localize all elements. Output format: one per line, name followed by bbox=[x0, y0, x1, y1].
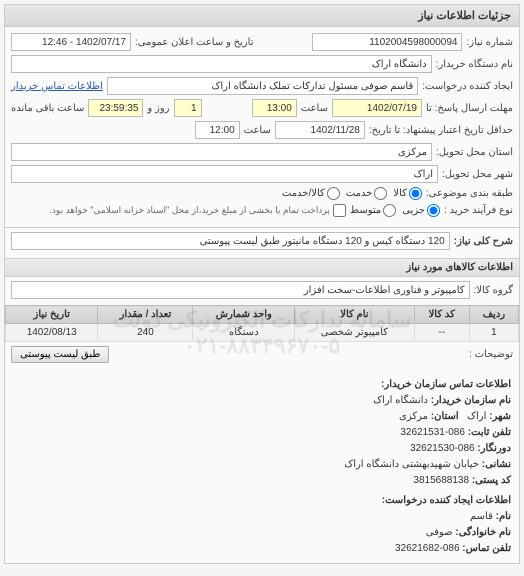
group-field: کامپیوتر و فناوری اطلاعات-سخت افزار bbox=[11, 281, 470, 299]
radio-goods-service-label[interactable]: کالا/خدمت bbox=[282, 187, 340, 200]
resp-date-field: 1402/07/19 bbox=[332, 99, 422, 117]
form-body: شماره نیاز: 1102004598000094 تاریخ و ساع… bbox=[5, 27, 519, 227]
td-name: کامپیوتر شخصی bbox=[295, 324, 414, 342]
radio-small-label[interactable]: جزیی bbox=[402, 204, 440, 217]
goods-table: ردیف کد کالا نام کالا واحد شمارش تعداد /… bbox=[5, 305, 519, 342]
phone1-label: تلفن ثابت: bbox=[468, 427, 511, 438]
panel-title: جزئیات اطلاعات نیاز bbox=[5, 5, 519, 27]
main-desc-label: شرح کلی نیاز: bbox=[454, 236, 513, 247]
lname-label: نام خانوادگی: bbox=[455, 527, 511, 538]
table-row: 1 -- کامپیوتر شخصی دستگاه 240 1402/08/13 bbox=[6, 324, 519, 342]
req-no-field: 1102004598000094 bbox=[312, 33, 462, 51]
td-row: 1 bbox=[469, 324, 518, 342]
city-label: شهر محل تحویل: bbox=[442, 169, 513, 180]
address: خیابان شهیدبهشتی دانشگاه اراک bbox=[344, 459, 479, 470]
proc-type-label: نوع فرآیند خرید : bbox=[444, 205, 513, 216]
resp-time-field: 13:00 bbox=[252, 99, 297, 117]
org-name: دانشگاه اراک bbox=[373, 395, 428, 406]
req-no-label: شماره نیاز: bbox=[466, 37, 513, 48]
contact-block: اطلاعات تماس سازمان خریدار: نام سازمان خ… bbox=[5, 367, 519, 563]
valid-label: حداقل تاریخ اعتبار پیشنهاد: تا تاریخ: bbox=[369, 125, 513, 136]
fname: قاسم bbox=[470, 511, 493, 522]
radio-service-label[interactable]: خدمت bbox=[346, 187, 388, 200]
remain-label: ساعت باقی مانده bbox=[11, 103, 84, 114]
time-label-1: ساعت bbox=[301, 103, 328, 114]
postal-label: کد پستی: bbox=[472, 475, 511, 486]
radio-medium-label[interactable]: متوسط bbox=[350, 204, 396, 217]
radio-goods-service[interactable] bbox=[327, 187, 340, 200]
phone1: 086-32621531 bbox=[400, 427, 465, 438]
td-qty: 240 bbox=[98, 324, 193, 342]
c-province-label: استان: bbox=[431, 411, 459, 422]
fax: 086-32621530 bbox=[410, 443, 475, 454]
proc-checkbox[interactable] bbox=[333, 204, 346, 217]
phone2-label: تلفن تماس: bbox=[462, 543, 511, 554]
province-field: مرکزی bbox=[11, 143, 432, 161]
lname: صوفی bbox=[426, 527, 453, 538]
radio-medium[interactable] bbox=[383, 204, 396, 217]
th-code: کد کالا bbox=[414, 306, 469, 324]
time-label-2: ساعت bbox=[244, 125, 271, 136]
th-name: نام کالا bbox=[295, 306, 414, 324]
ann-date-field: 1402/07/17 - 12:46 bbox=[11, 33, 131, 51]
creator-label: ایجاد کننده درخواست: bbox=[422, 81, 513, 92]
proc-checkbox-label[interactable]: پرداخت تمام یا بخشی از مبلغ خرید،از محل … bbox=[49, 204, 345, 217]
days-field: 1 bbox=[174, 99, 202, 117]
attachment-button[interactable]: طبق لیست پیوستی bbox=[11, 346, 109, 363]
th-date: تاریخ نیاز bbox=[6, 306, 98, 324]
th-row: ردیف bbox=[469, 306, 518, 324]
buyer-label: نام دستگاه خریدار: bbox=[436, 59, 513, 70]
resp-deadline-label: مهلت ارسال پاسخ: تا bbox=[426, 103, 513, 114]
address-label: نشانی: bbox=[482, 459, 511, 470]
td-code: -- bbox=[414, 324, 469, 342]
creator-field: قاسم صوفی مسئول تدارکات تملک دانشگاه ارا… bbox=[107, 77, 418, 95]
valid-time-field: 12:00 bbox=[195, 121, 240, 139]
info-panel: جزئیات اطلاعات نیاز شماره نیاز: 11020045… bbox=[4, 4, 520, 564]
fname-label: نام: bbox=[496, 511, 511, 522]
table-area: سامانه تدارکات الکترونیکی دولت ۰۲۱-۸۸۳۴۹… bbox=[5, 305, 519, 367]
proc-note: پرداخت تمام یا بخشی از مبلغ خرید،از محل … bbox=[49, 205, 329, 216]
c-city-label: شهر: bbox=[489, 411, 511, 422]
org-name-label: نام سازمان خریدار: bbox=[431, 395, 511, 406]
city-field: اراک bbox=[11, 165, 438, 183]
group-label: گروه کالا: bbox=[474, 285, 513, 296]
c-province: مرکزی bbox=[399, 411, 428, 422]
day-label: روز و bbox=[147, 103, 169, 114]
radio-goods[interactable] bbox=[409, 187, 422, 200]
valid-date-field: 1402/11/28 bbox=[275, 121, 365, 139]
table-header-row: ردیف کد کالا نام کالا واحد شمارش تعداد /… bbox=[6, 306, 519, 324]
subject-radio-group: کالا خدمت کالا/خدمت bbox=[282, 187, 422, 200]
creator-title: اطلاعات ایجاد کننده درخواست: bbox=[13, 493, 511, 509]
desc-label: توضیحات : bbox=[469, 349, 513, 360]
th-unit: واحد شمارش bbox=[193, 306, 295, 324]
fax-label: دورنگار: bbox=[477, 443, 511, 454]
proc-radio-group: جزیی متوسط bbox=[350, 204, 440, 217]
td-date: 1402/08/13 bbox=[6, 324, 98, 342]
c-city: اراک bbox=[467, 411, 486, 422]
radio-service[interactable] bbox=[374, 187, 387, 200]
goods-section-title: اطلاعات کالاهای مورد نیاز bbox=[5, 258, 519, 277]
radio-small[interactable] bbox=[427, 204, 440, 217]
phone2: 086-32621682 bbox=[395, 543, 460, 554]
contact-link[interactable]: اطلاعات تماس خریدار bbox=[11, 81, 103, 92]
td-unit: دستگاه bbox=[193, 324, 295, 342]
main-desc-field: 120 دستگاه کیس و 120 دستگاه مانیتور طبق … bbox=[11, 232, 450, 250]
remain-time-field: 23:59:35 bbox=[88, 99, 143, 117]
th-qty: تعداد / مقدار bbox=[98, 306, 193, 324]
postal: 3815688138 bbox=[413, 475, 469, 486]
buyer-field: دانشگاه اراک bbox=[11, 55, 432, 73]
subject-cat-label: طبقه بندی موضوعی: bbox=[426, 188, 513, 199]
province-label: استان محل تحویل: bbox=[436, 147, 513, 158]
ann-date-label: تاریخ و ساعت اعلان عمومی: bbox=[135, 37, 254, 48]
buyer-org-title: اطلاعات تماس سازمان خریدار: bbox=[13, 377, 511, 393]
radio-goods-label[interactable]: کالا bbox=[393, 187, 422, 200]
